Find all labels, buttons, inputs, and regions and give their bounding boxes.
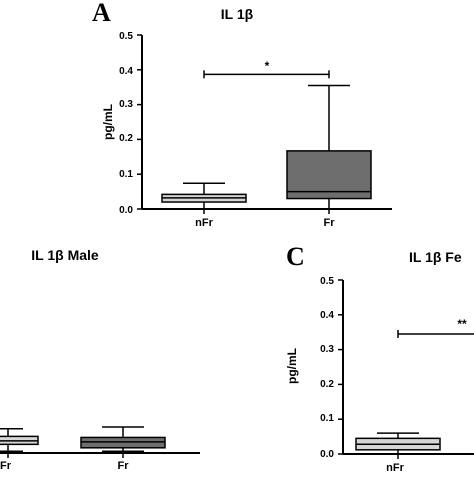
panel-c-ytick-0.5: 0.5 [320, 276, 334, 287]
panel-a-category-nfr: nFr [195, 217, 213, 229]
panel-c-ytick-0.0: 0.0 [320, 449, 334, 460]
panel-a-ytick-0.5: 0.5 [119, 31, 133, 42]
panel-c-category-nfr: nFr [386, 462, 404, 474]
panel-a-significance: * [265, 59, 270, 73]
panel-a-title: IL 1β [221, 6, 254, 22]
panel-b: IL 1β Male Fr Fr [0, 247, 200, 472]
panel-c-letter: C [286, 242, 305, 271]
panel-c-title: IL 1β Fe [409, 249, 462, 265]
panel-a-ytick-0.0: 0.0 [119, 205, 133, 216]
panel-c: C IL 1β Fe pg/mL 0.5 0.4 0.3 0.2 0.1 0.0… [285, 242, 474, 474]
panel-a-ytick-0.2: 0.2 [119, 133, 133, 144]
panel-c-ytick-0.4: 0.4 [320, 310, 334, 321]
panel-a-category-fr: Fr [324, 217, 336, 229]
panel-c-significance: ** [457, 317, 467, 331]
panel-a-ytick-0.1: 0.1 [119, 169, 133, 180]
panel-a-ylabel: pg/mL [101, 104, 115, 140]
panel-b-title: IL 1β Male [31, 247, 99, 263]
panel-b-category-2: Fr [118, 460, 130, 472]
panel-c-ylabel: pg/mL [285, 348, 299, 384]
panel-a-ytick-0.3: 0.3 [119, 99, 133, 110]
panel-c-ytick-0.3: 0.3 [320, 344, 334, 355]
panel-c-ytick-0.2: 0.2 [320, 379, 334, 390]
panel-b-category-1: Fr [0, 460, 12, 472]
panel-a-box-fr-box [286, 150, 372, 200]
panel-a-ytick-0.4: 0.4 [119, 66, 133, 77]
panel-a: A IL 1β pg/mL 0.5 0.4 0.3 0.2 0.1 0.0 nF… [92, 0, 392, 229]
panel-a-letter: A [92, 0, 111, 27]
panel-c-ytick-0.1: 0.1 [320, 413, 334, 424]
